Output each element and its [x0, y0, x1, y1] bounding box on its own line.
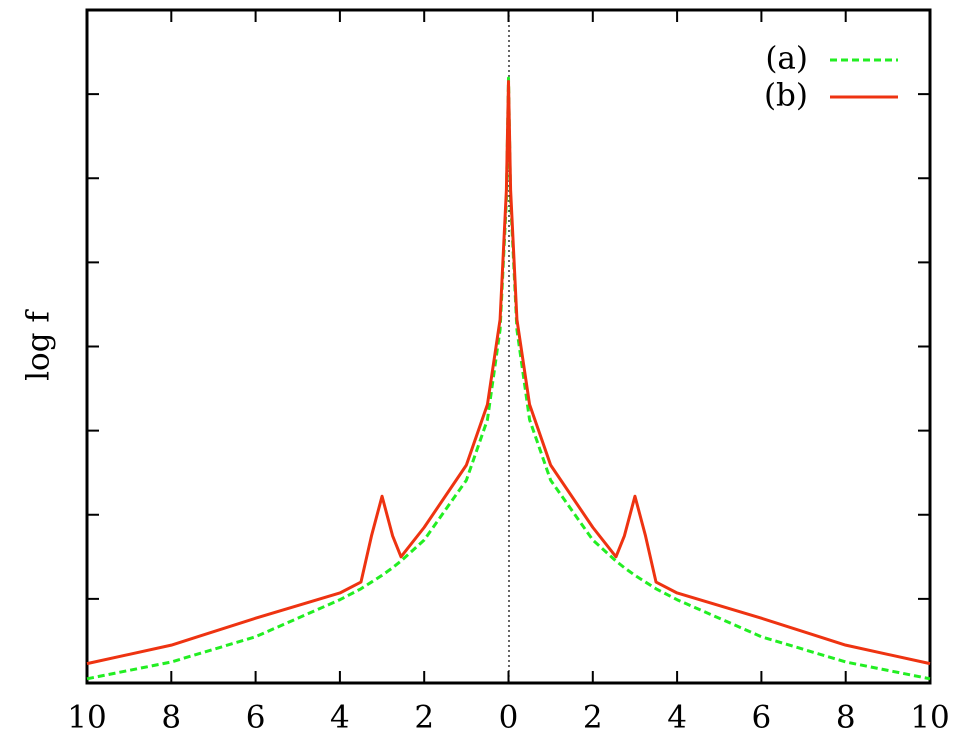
x-tick-label: 8: [161, 700, 181, 736]
legend-label: (b): [764, 78, 808, 114]
y-axis-label: log f: [21, 309, 57, 381]
x-tick-label: 8: [836, 700, 856, 736]
x-tick-label: 6: [246, 700, 266, 736]
x-tick-label: 6: [752, 700, 772, 736]
legend-label: (a): [765, 41, 808, 77]
x-tick-label: 10: [67, 700, 106, 736]
x-tick-label: 10: [910, 700, 949, 736]
series-line: [86, 80, 931, 666]
x-tick-label: 2: [414, 700, 434, 736]
x-tick-label: 2: [583, 700, 603, 736]
x-tick-label: 0: [499, 700, 519, 736]
series-line: [86, 76, 931, 681]
x-tick-label: 4: [667, 700, 687, 736]
x-tick-label: 4: [330, 700, 350, 736]
